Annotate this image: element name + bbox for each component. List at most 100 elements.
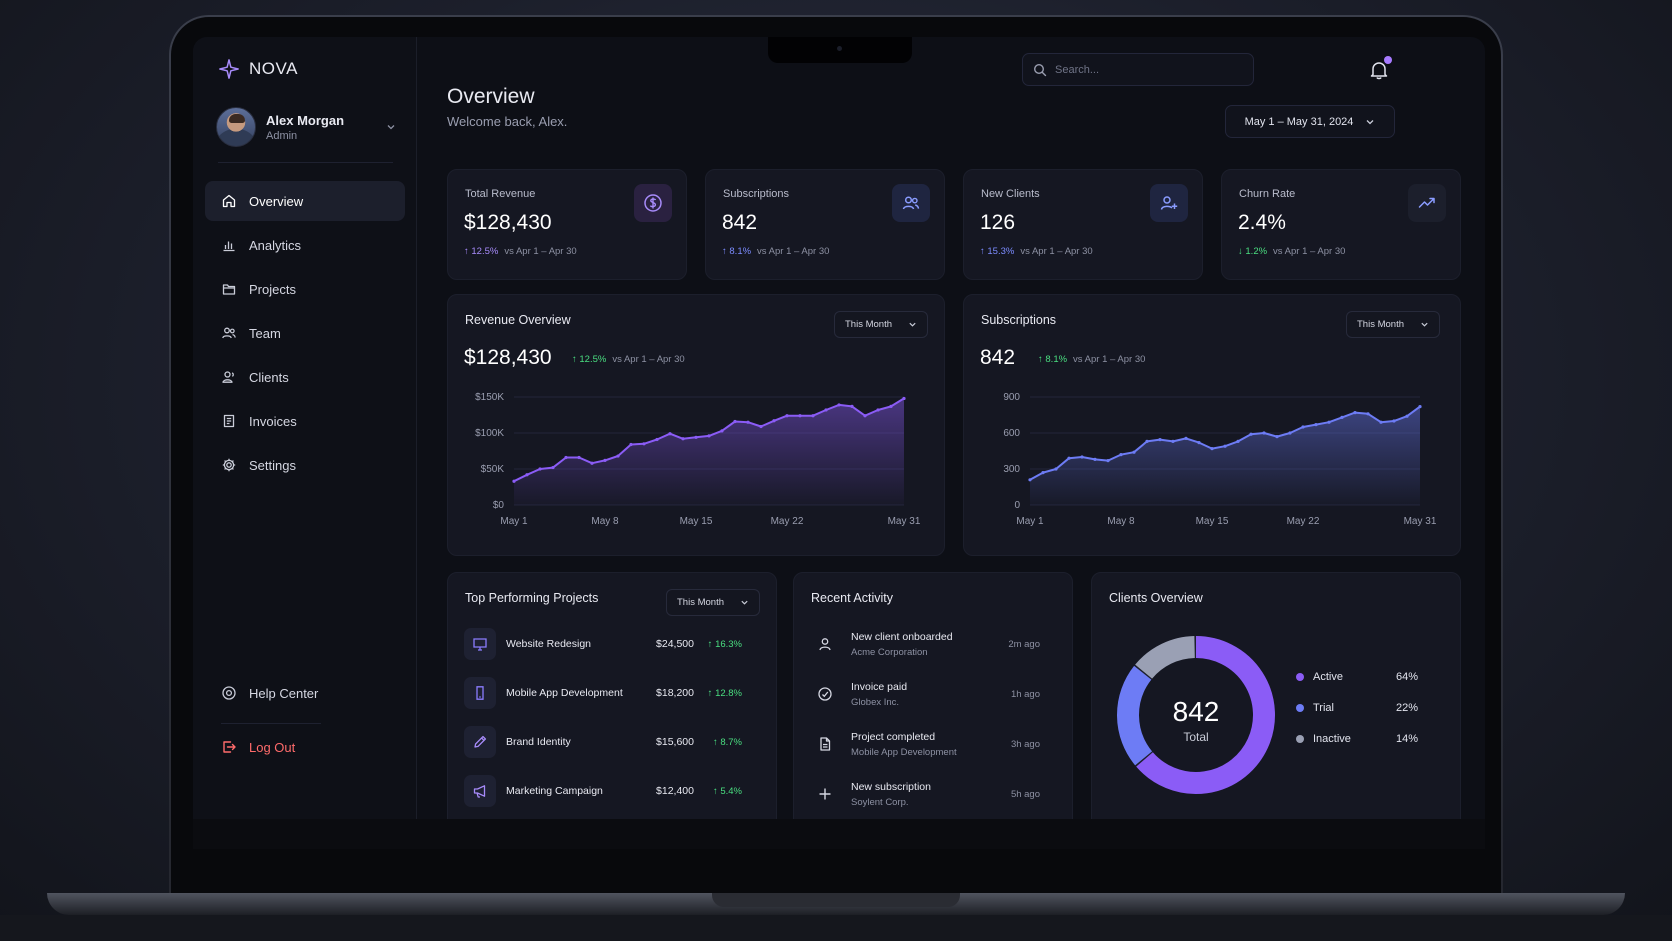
project-delta: ↑ 16.3% bbox=[707, 638, 742, 650]
x-tick-label: May 8 bbox=[1107, 516, 1135, 527]
subscriptions-period-dropdown[interactable]: This Month bbox=[1346, 311, 1440, 338]
search-input[interactable] bbox=[1055, 63, 1235, 76]
user-profile-menu[interactable]: Alex Morgan Admin bbox=[216, 105, 396, 149]
activity-subtitle: Mobile App Development bbox=[851, 746, 957, 758]
sidebar-item-analytics[interactable]: Analytics bbox=[205, 225, 405, 265]
logout-button[interactable]: Log Out bbox=[221, 739, 295, 755]
revenue-area-chart: $0 $50K $100K $150K May 1 May 8 May 15 May 22 Ma… bbox=[475, 392, 921, 527]
home-icon bbox=[222, 194, 236, 208]
date-range-label: May 1 – May 31, 2024 bbox=[1244, 115, 1354, 128]
activity-row[interactable]: Invoice paid Globex Inc. 1h ago bbox=[810, 677, 1040, 711]
delta-compare: vs Apr 1 – Apr 30 bbox=[1073, 354, 1146, 365]
donut-center-value: 842 bbox=[1173, 696, 1220, 727]
data-point bbox=[1379, 420, 1383, 424]
y-tick-label: $150K bbox=[475, 392, 504, 403]
kpi-delta: ↑ 12.5% vs Apr 1 – Apr 30 bbox=[464, 246, 577, 257]
sidebar-item-settings[interactable]: Settings bbox=[205, 445, 405, 485]
kpi-card-churn-rate[interactable]: Churn Rate 2.4% ↓ 1.2% vs Apr 1 – Apr 30 bbox=[1221, 169, 1461, 280]
chevron-down-icon bbox=[387, 125, 395, 130]
chevron-down-icon bbox=[1366, 119, 1374, 124]
project-row[interactable]: Website Redesign $24,500 ↑ 16.3% bbox=[464, 628, 742, 660]
card-title: Subscriptions bbox=[981, 313, 1057, 327]
sidebar-item-label: Clients bbox=[249, 369, 289, 385]
donut-slice bbox=[1135, 636, 1196, 680]
laptop-lid: NOVA Alex Morgan Admin Overview bbox=[171, 17, 1501, 893]
legend-item-trial: Trial 22% bbox=[1296, 702, 1418, 714]
help-center-link[interactable]: Help Center bbox=[221, 685, 318, 701]
user-plus-icon bbox=[1160, 196, 1178, 210]
user-role: Admin bbox=[266, 129, 298, 142]
kpi-card-total-revenue[interactable]: Total Revenue $128,430 ↑ 12.5% vs Apr 1 –… bbox=[447, 169, 687, 280]
page-title: Overview bbox=[447, 85, 535, 108]
legend-label: Trial bbox=[1313, 702, 1334, 714]
card-title: Clients Overview bbox=[1109, 591, 1203, 605]
data-point bbox=[551, 465, 555, 470]
data-point bbox=[1158, 438, 1162, 442]
kpi-icon-box bbox=[892, 184, 930, 222]
dollar-icon bbox=[644, 194, 662, 212]
dropdown-label: This Month bbox=[677, 597, 724, 608]
data-point bbox=[1080, 455, 1084, 459]
sidebar-item-overview[interactable]: Overview bbox=[205, 181, 405, 221]
laptop-frame: NOVA Alex Morgan Admin Overview bbox=[169, 15, 1503, 895]
y-tick-label: 900 bbox=[1003, 392, 1020, 403]
sidebar-item-label: Team bbox=[249, 325, 281, 341]
activity-title: New subscription bbox=[851, 780, 931, 793]
kpi-card-subscriptions[interactable]: Subscriptions 842 ↑ 8.1% vs Apr 1 – Apr 3… bbox=[705, 169, 945, 280]
project-delta: ↑ 5.4% bbox=[712, 785, 742, 797]
delta-up-value: ↑ 12.5% bbox=[572, 354, 607, 365]
project-row[interactable]: Mobile App Development $18,200 ↑ 12.8% bbox=[464, 677, 742, 709]
area-fill bbox=[514, 398, 904, 505]
legend-item-inactive: Inactive 14% bbox=[1296, 733, 1418, 745]
legend-percent: 22% bbox=[1395, 702, 1418, 714]
data-point bbox=[889, 404, 893, 408]
revenue-period-dropdown[interactable]: This Month bbox=[834, 311, 928, 338]
legend-swatch bbox=[1296, 704, 1304, 712]
activity-title: Invoice paid bbox=[851, 680, 908, 693]
data-point bbox=[798, 414, 802, 418]
sidebar-item-projects[interactable]: Projects bbox=[205, 269, 405, 309]
notifications-button[interactable] bbox=[1370, 56, 1392, 85]
sidebar-item-invoices[interactable]: Invoices bbox=[205, 401, 405, 441]
logout-label: Log Out bbox=[249, 739, 296, 755]
user-icon bbox=[819, 638, 831, 651]
sparkle-logo-icon bbox=[219, 59, 239, 79]
x-tick-label: May 8 bbox=[591, 516, 619, 527]
sidebar-item-label: Overview bbox=[249, 193, 304, 209]
data-point bbox=[1236, 439, 1240, 443]
search-icon bbox=[1033, 63, 1047, 76]
sidebar-item-clients[interactable]: Clients bbox=[205, 357, 405, 397]
data-point bbox=[1418, 405, 1422, 409]
project-row[interactable]: Marketing Campaign $12,400 ↑ 5.4% bbox=[464, 775, 742, 807]
search-box[interactable] bbox=[1022, 53, 1254, 86]
data-point bbox=[1392, 419, 1396, 423]
data-point bbox=[512, 479, 516, 483]
help-icon bbox=[222, 686, 236, 700]
bell-icon bbox=[1370, 62, 1388, 80]
y-tick-label: 300 bbox=[1003, 464, 1020, 475]
data-point bbox=[1119, 453, 1123, 457]
folder-icon bbox=[222, 284, 236, 295]
legend-label: Inactive bbox=[1313, 733, 1351, 745]
welcome-message: Welcome back, Alex. bbox=[447, 114, 568, 129]
x-tick-label: May 15 bbox=[1196, 516, 1229, 527]
activity-row[interactable]: Project completed Mobile App Development … bbox=[810, 727, 1040, 761]
sidebar-item-team[interactable]: Team bbox=[205, 313, 405, 353]
check-circle-icon bbox=[818, 687, 832, 701]
data-point bbox=[772, 419, 776, 423]
data-point bbox=[707, 434, 711, 438]
activity-row[interactable]: New subscription Soylent Corp. 5h ago bbox=[810, 777, 1040, 811]
projects-period-dropdown[interactable]: This Month bbox=[666, 589, 760, 616]
kpi-card-new-clients[interactable]: New Clients 126 ↑ 15.3% vs Apr 1 – Apr 30 bbox=[963, 169, 1203, 280]
data-point bbox=[1223, 444, 1227, 448]
activity-title: New client onboarded bbox=[851, 630, 953, 643]
project-row[interactable]: Brand Identity $15,600 ↑ 8.7% bbox=[464, 726, 742, 758]
activity-row[interactable]: New client onboarded Acme Corporation 2m … bbox=[810, 627, 1040, 661]
data-point bbox=[1132, 450, 1136, 454]
date-range-picker[interactable]: May 1 – May 31, 2024 bbox=[1225, 105, 1395, 138]
brand-logo[interactable]: NOVA bbox=[219, 59, 298, 79]
kpi-compare: vs Apr 1 – Apr 30 bbox=[757, 246, 830, 257]
kpi-delta: ↓ 1.2% vs Apr 1 – Apr 30 bbox=[1238, 246, 1345, 257]
delta-up-value: ↑ 8.1% bbox=[722, 246, 752, 257]
kpi-value: 842 bbox=[722, 211, 758, 234]
